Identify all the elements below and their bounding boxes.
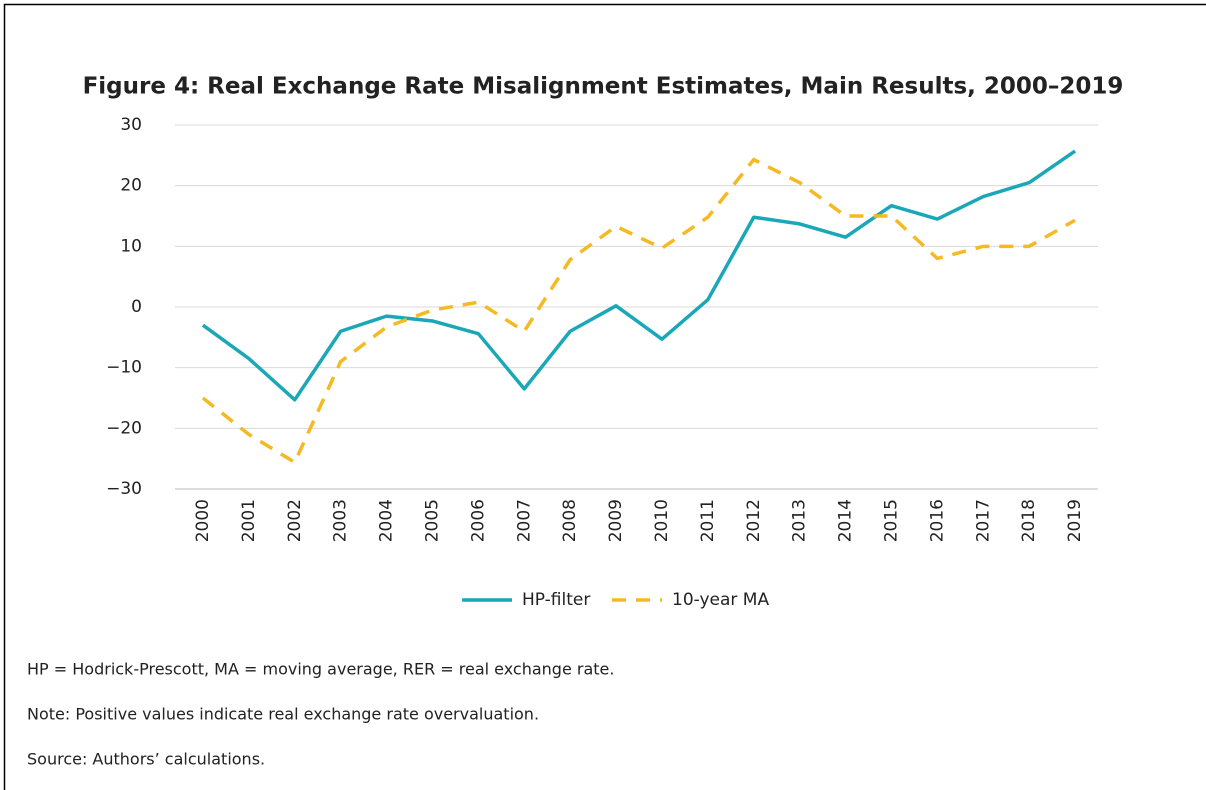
x-tick-label: 2007 xyxy=(514,499,534,542)
x-tick-label: 2016 xyxy=(927,499,947,542)
legend-label: HP-filter xyxy=(522,590,590,610)
y-tick-label: −20 xyxy=(106,418,142,438)
y-tick-label: −10 xyxy=(106,358,142,378)
x-tick-label: 2003 xyxy=(331,499,351,542)
y-tick-label: 0 xyxy=(131,297,142,317)
chart-title: Figure 4: Real Exchange Rate Misalignmen… xyxy=(83,74,1124,100)
series-line xyxy=(201,157,1076,465)
x-tick-label: 2017 xyxy=(973,499,993,542)
note: HP = Hodrick-Prescott, MA = moving avera… xyxy=(27,660,614,679)
x-tick-label: 2013 xyxy=(790,499,810,542)
note: Source: Authors’ calculations. xyxy=(27,750,265,769)
x-tick-label: 2018 xyxy=(1019,499,1039,542)
x-tick-label: 2004 xyxy=(377,499,397,542)
x-tick-label: 2006 xyxy=(468,499,488,542)
x-tick-label: 2012 xyxy=(744,499,764,542)
x-tick-label: 2019 xyxy=(1065,499,1085,542)
y-tick-label: −30 xyxy=(106,479,142,499)
x-tick-label: 2010 xyxy=(652,499,672,542)
x-tick-label: 2015 xyxy=(881,499,901,542)
x-tick-label: 2002 xyxy=(285,499,305,542)
y-tick-label: 10 xyxy=(120,236,142,256)
x-tick-label: 2011 xyxy=(698,499,718,542)
x-tick-label: 2009 xyxy=(606,499,626,542)
x-tick-label: 2001 xyxy=(239,499,259,542)
series-line xyxy=(201,149,1077,402)
x-tick-label: 2000 xyxy=(193,499,213,542)
y-tick-label: 20 xyxy=(120,176,142,196)
x-tick-label: 2005 xyxy=(422,499,442,542)
x-tick-label: 2008 xyxy=(560,499,580,542)
x-tick-label: 2014 xyxy=(836,499,856,542)
note: Note: Positive values indicate real exch… xyxy=(27,705,539,724)
frame xyxy=(3,3,1206,790)
y-tick-label: 30 xyxy=(120,115,142,135)
legend-label: 10-year MA xyxy=(672,590,769,610)
